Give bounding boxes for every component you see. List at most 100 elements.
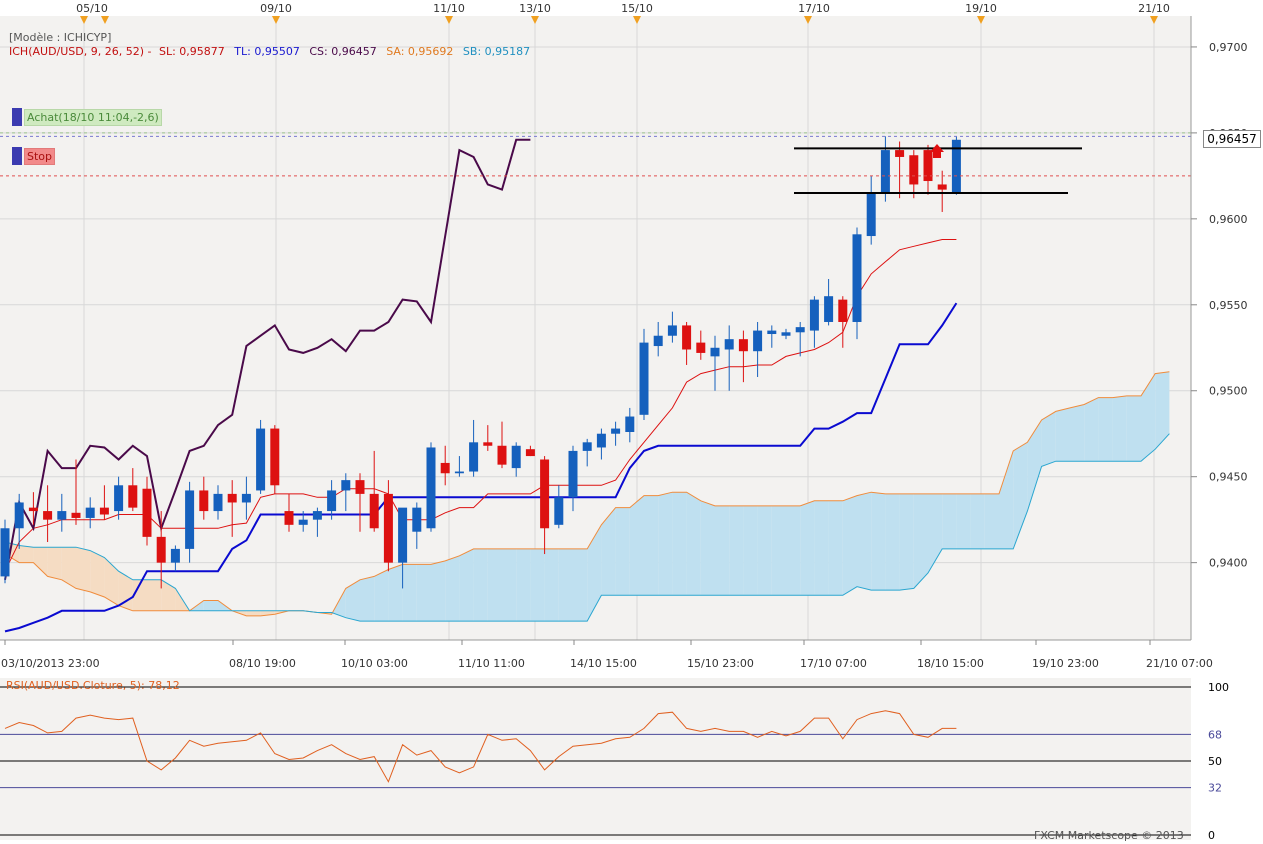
candle-body — [767, 330, 777, 335]
candle-body — [682, 325, 692, 350]
candle-body — [795, 327, 805, 333]
candle-body — [809, 299, 819, 331]
top-date-label: 13/10 — [519, 2, 551, 15]
kijun-sen-line — [4, 302, 958, 633]
candle-body — [298, 519, 308, 525]
cloud-segment-51 — [729, 505, 744, 596]
time-axis-label: 18/10 15:00 — [917, 657, 984, 670]
cloud-segment-25 — [360, 576, 375, 622]
cloud-segment-18 — [260, 610, 275, 616]
event-marker-icon — [1150, 16, 1158, 24]
candle — [909, 150, 919, 199]
candle — [923, 144, 933, 195]
cloud-segment-58 — [828, 500, 843, 596]
candle-body — [355, 480, 365, 494]
cloud-segment-75 — [1070, 404, 1085, 462]
cloud-segment-32 — [459, 548, 474, 622]
price-tick-label: 0,9550 — [1209, 299, 1248, 312]
candle — [454, 456, 464, 477]
candle — [625, 407, 635, 443]
candle — [540, 456, 550, 555]
cloud-segment-55 — [786, 505, 801, 596]
candle — [525, 445, 535, 457]
model-label: [Modèle : ICHICYP] — [9, 31, 112, 44]
candle-body — [28, 507, 38, 512]
candle — [383, 480, 393, 572]
candle — [156, 511, 166, 589]
candle-body — [99, 507, 109, 515]
candle — [582, 438, 592, 467]
rsi-level-label: 100 — [1208, 681, 1229, 694]
candle-body — [412, 507, 422, 532]
cloud-segment-17 — [246, 610, 261, 616]
candle — [866, 175, 876, 245]
candle — [682, 321, 692, 365]
cloud-segment-60 — [857, 492, 872, 591]
candle — [99, 485, 109, 520]
candle-body — [611, 428, 621, 434]
candle-body — [128, 485, 138, 508]
grid-lines — [0, 16, 1191, 640]
candle-body — [71, 512, 81, 518]
candle-body — [270, 428, 280, 486]
candle — [781, 328, 791, 340]
candle-body — [951, 139, 961, 194]
cloud-segment-42 — [601, 507, 616, 596]
price-tick-label: 0,9450 — [1209, 471, 1248, 484]
event-marker-icon — [101, 16, 109, 24]
candle-body — [170, 548, 180, 563]
buy-order-marker[interactable] — [12, 108, 22, 126]
candle-body — [241, 493, 251, 503]
cloud-segment-26 — [374, 569, 389, 622]
candle — [937, 170, 947, 212]
candle — [284, 493, 294, 532]
cloud-segment-2 — [33, 547, 48, 577]
candle — [327, 480, 337, 520]
candle — [270, 425, 280, 494]
ichimoku-lines — [4, 138, 958, 633]
time-axis-label: 17/10 07:00 — [800, 657, 867, 670]
candle — [0, 519, 10, 584]
candle-body — [497, 445, 507, 465]
candle-body — [923, 150, 933, 182]
candle-body — [156, 536, 166, 563]
candle-body — [895, 150, 905, 157]
cloud-segment-37 — [530, 548, 545, 622]
buy-order-label[interactable]: Achat(18/10 11:04,-2,6) — [24, 109, 162, 126]
candle-body — [738, 339, 748, 352]
sa-value: SA: 0,95692 — [386, 45, 454, 58]
cloud-segment-77 — [1098, 397, 1113, 462]
candle — [596, 428, 606, 460]
cloud-segment-62 — [885, 493, 900, 591]
candle-body — [227, 493, 237, 503]
candle-body — [540, 459, 550, 529]
candle — [653, 321, 663, 357]
candle-body — [525, 449, 535, 457]
candle-body — [596, 433, 606, 448]
stop-order-label[interactable]: Stop — [24, 148, 56, 165]
cloud-segment-68 — [970, 493, 985, 549]
cloud-segment-59 — [842, 495, 857, 596]
candle — [256, 419, 266, 494]
cloud-segment-11 — [161, 579, 176, 611]
candles — [0, 136, 961, 589]
candle-body — [880, 150, 890, 194]
candle — [14, 493, 24, 549]
candle — [838, 296, 848, 348]
rsi-plot — [0, 686, 1191, 836]
candle-body — [213, 493, 223, 512]
candle-body — [142, 488, 152, 537]
candle-body — [639, 342, 649, 415]
event-marker-icon — [445, 16, 453, 24]
copyright: FXCM Marketscope © 2013 — [1034, 829, 1184, 842]
time-axis-label: 11/10 11:00 — [458, 657, 525, 670]
candle-body — [185, 490, 195, 549]
stop-order-marker[interactable] — [12, 147, 22, 165]
top-date-label: 21/10 — [1138, 2, 1170, 15]
cloud-segment-69 — [984, 493, 999, 549]
candle-body — [383, 493, 393, 563]
chikou-span-line — [4, 138, 531, 580]
tl-value: TL: 0,95507 — [234, 45, 300, 58]
candle — [469, 419, 479, 477]
candle — [809, 296, 819, 348]
